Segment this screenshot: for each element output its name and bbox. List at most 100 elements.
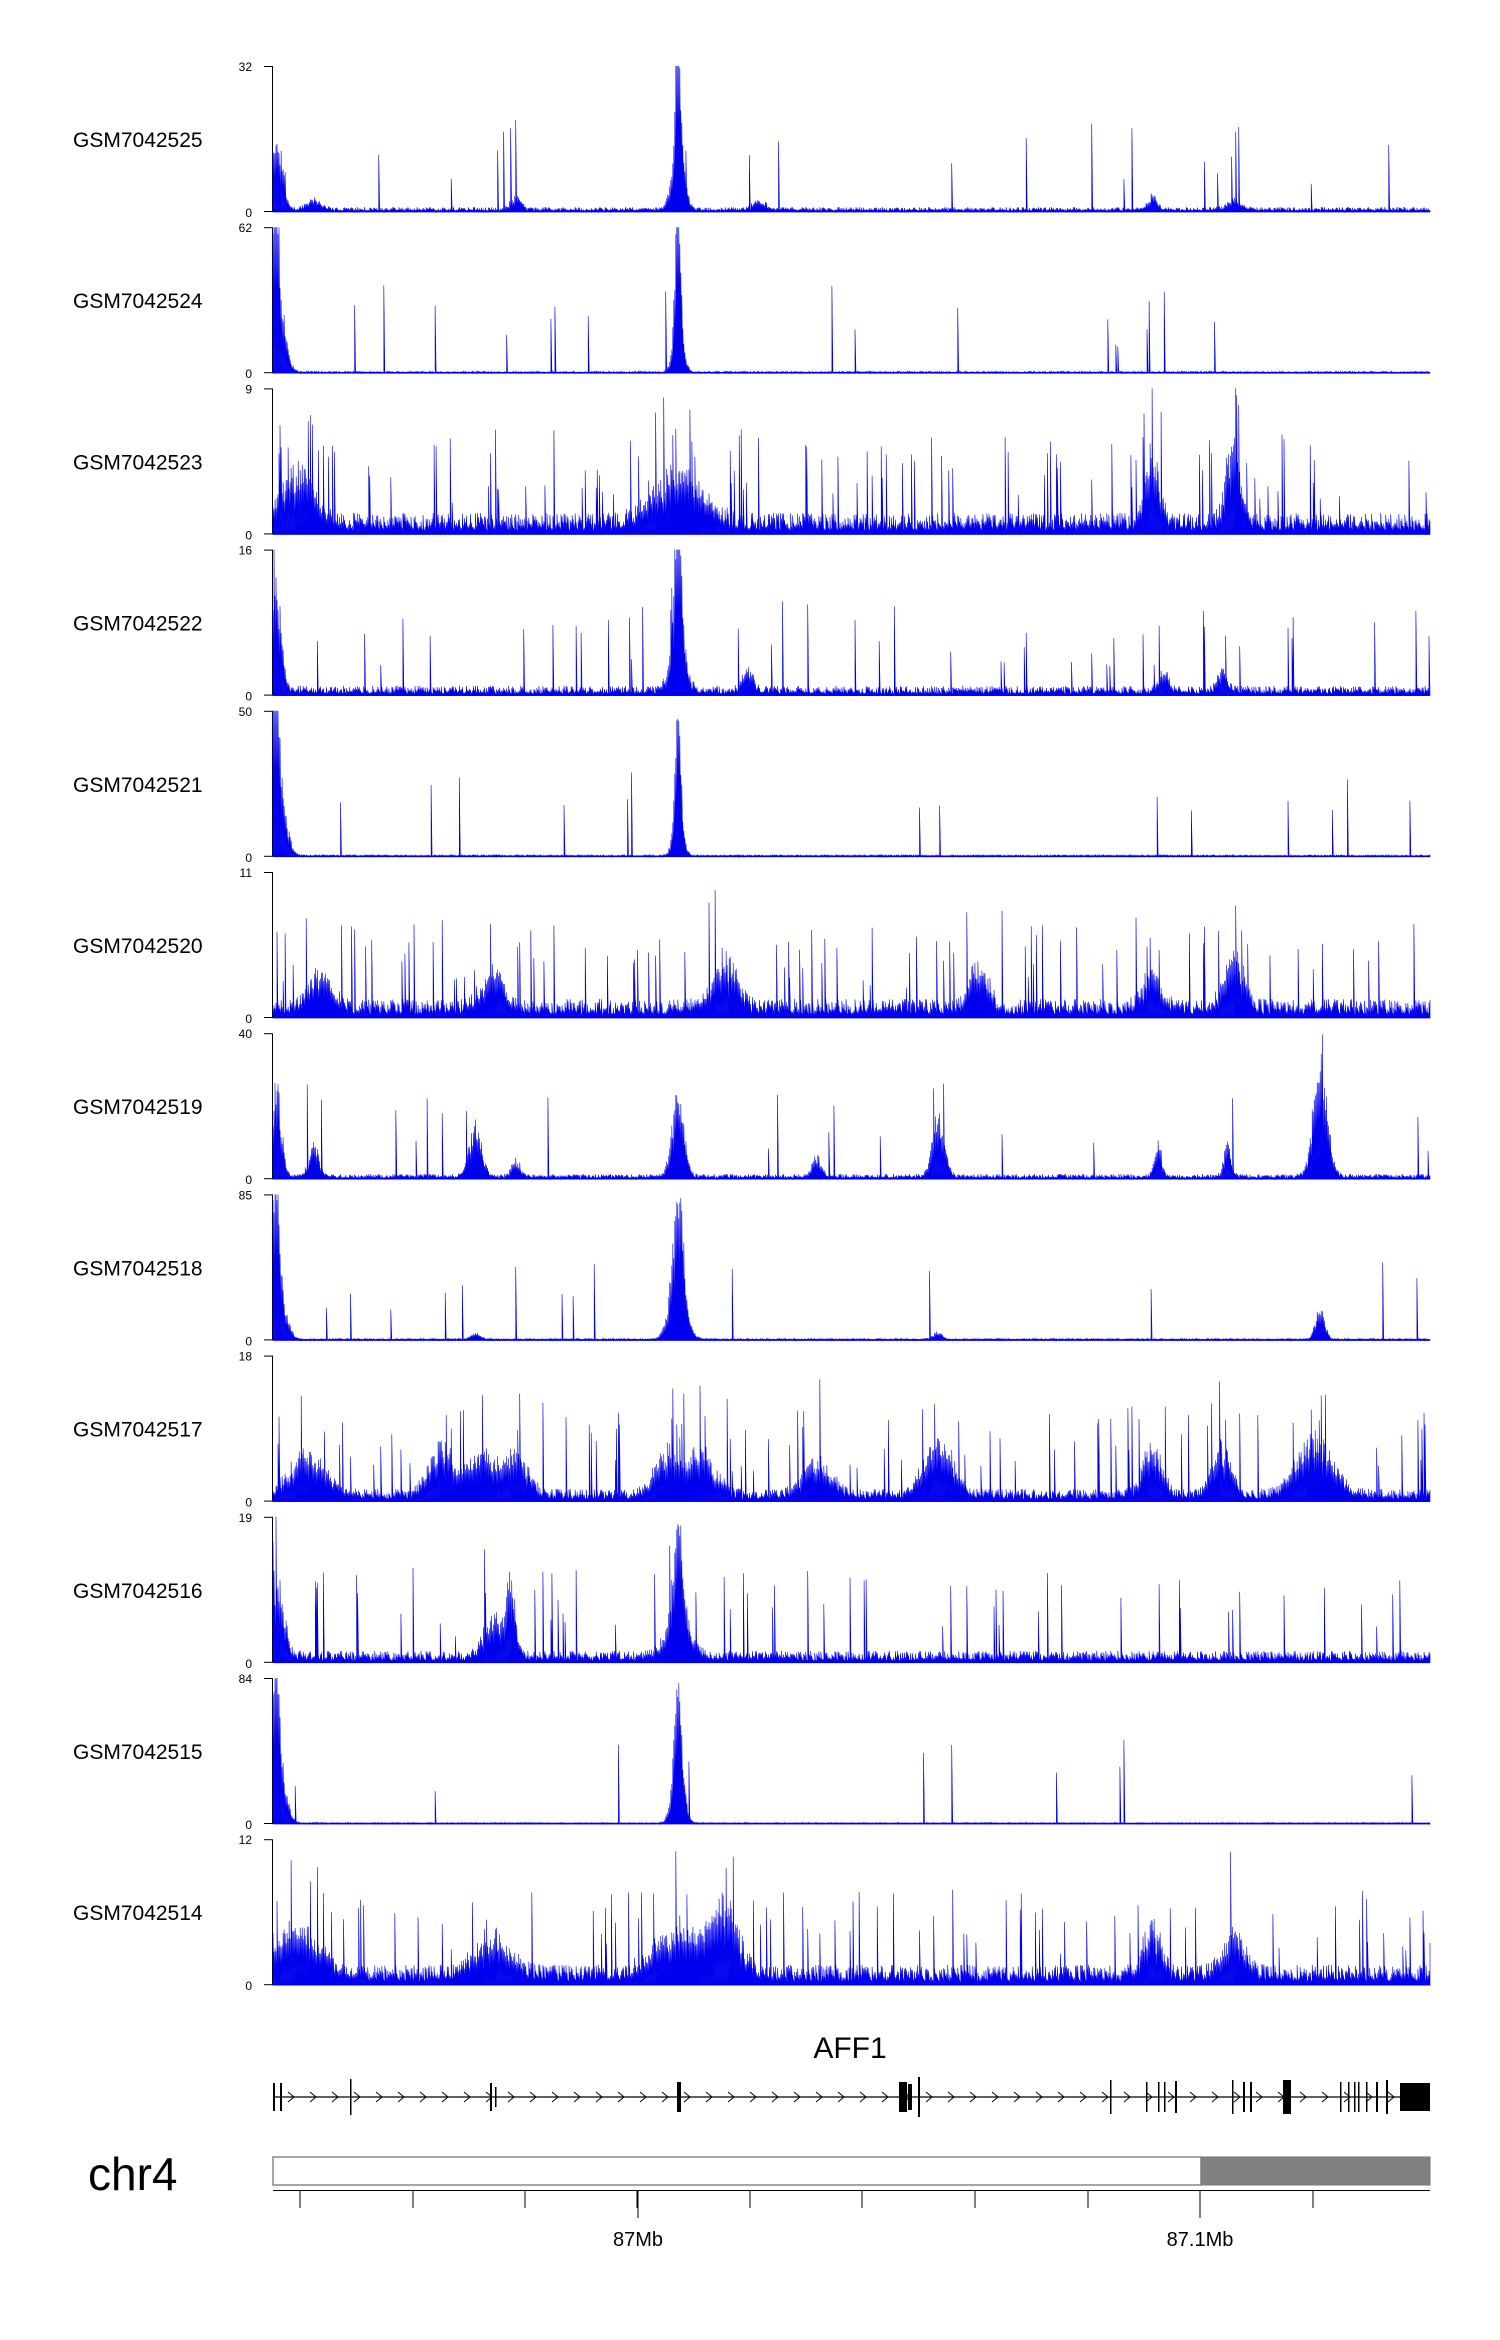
signal-area	[272, 388, 1431, 535]
exon	[1340, 2082, 1342, 2112]
strand-arrow	[749, 2091, 757, 2103]
exon	[1354, 2082, 1356, 2112]
strand-arrow	[925, 2091, 933, 2103]
strand-arrow	[1343, 2091, 1351, 2103]
y-max-label: 84	[239, 1672, 253, 1686]
track-label: GSM7042525	[73, 129, 203, 152]
y-min-label: 0	[245, 206, 252, 220]
strand-arrow	[859, 2091, 867, 2103]
track-label: GSM7042522	[73, 613, 203, 636]
track-GSM7042517: GSM7042517 18 0	[73, 1350, 1431, 1510]
strand-arrow	[771, 2091, 779, 2103]
y-min-label: 0	[245, 528, 252, 542]
y-max-label: 11	[240, 866, 253, 880]
track-label: GSM7042524	[73, 290, 203, 313]
exon	[1366, 2082, 1368, 2112]
strand-arrow	[683, 2091, 691, 2103]
y-min-label: 0	[245, 1012, 252, 1026]
strand-arrow	[793, 2091, 801, 2103]
track-label: GSM7042517	[73, 1419, 203, 1442]
chromosome-label: chr4	[88, 2148, 177, 2200]
track-GSM7042515: GSM7042515 84 0	[73, 1672, 1431, 1832]
y-max-label: 40	[239, 1027, 253, 1041]
strand-arrow	[1013, 2091, 1021, 2103]
track-GSM7042524: GSM7042524 62 0	[73, 221, 1431, 381]
signal-area	[272, 890, 1431, 1019]
strand-arrow	[529, 2091, 537, 2103]
strand-arrow	[815, 2091, 823, 2103]
strand-arrow	[551, 2091, 559, 2103]
strand-arrow	[969, 2091, 977, 2103]
strand-arrow	[617, 2091, 625, 2103]
exon	[1358, 2082, 1360, 2112]
exon	[1376, 2082, 1378, 2112]
strand-arrow	[309, 2091, 317, 2103]
signal-area	[272, 1677, 1431, 1826]
strand-arrow	[1233, 2091, 1241, 2103]
strand-arrow	[353, 2091, 361, 2103]
gene-track: AFF1	[273, 2032, 1430, 2117]
y-max-label: 62	[239, 221, 253, 235]
strand-arrow	[397, 2091, 405, 2103]
y-max-label: 19	[239, 1511, 253, 1525]
signal-area	[272, 227, 1431, 375]
track-GSM7042518: GSM7042518 85 0	[73, 1188, 1431, 1348]
y-max-label: 12	[239, 1833, 253, 1847]
strand-arrow	[1387, 2091, 1395, 2103]
signal-area	[272, 710, 1431, 858]
strand-arrow	[947, 2091, 955, 2103]
strand-arrow	[463, 2091, 471, 2103]
strand-arrow	[573, 2091, 581, 2103]
ideogram-band-light	[272, 2156, 1202, 2186]
strand-arrow	[441, 2091, 449, 2103]
strand-arrow	[1321, 2091, 1329, 2103]
y-max-label: 18	[239, 1350, 253, 1364]
track-label: GSM7042515	[73, 1741, 203, 1764]
exon	[1146, 2082, 1148, 2112]
strand-arrow	[1123, 2091, 1131, 2103]
track-GSM7042521: GSM7042521 50 0	[73, 705, 1431, 865]
strand-arrow	[507, 2091, 515, 2103]
signal-area	[272, 1034, 1431, 1181]
exon	[1232, 2080, 1234, 2114]
exon	[273, 2083, 275, 2111]
track-GSM7042522: GSM7042522 16 0	[73, 544, 1431, 704]
signal-area	[272, 1516, 1431, 1664]
strand-arrow	[1365, 2091, 1373, 2103]
exon	[495, 2087, 497, 2107]
strand-arrow	[1255, 2091, 1263, 2103]
exon	[1386, 2080, 1388, 2114]
track-GSM7042523: GSM7042523 9 0	[73, 382, 1431, 542]
track-GSM7042514: GSM7042514 12 0	[73, 1833, 1431, 1993]
exon	[1250, 2082, 1252, 2112]
y-max-label: 50	[239, 705, 253, 719]
y-min-label: 0	[245, 1334, 252, 1348]
signal-area	[272, 65, 1431, 214]
strand-arrow	[287, 2091, 295, 2103]
strand-arrow	[331, 2091, 339, 2103]
exon	[1283, 2080, 1291, 2114]
exon	[899, 2082, 907, 2112]
track-label: GSM7042518	[73, 1257, 203, 1280]
exon	[1158, 2082, 1160, 2112]
y-min-label: 0	[245, 367, 252, 381]
y-max-label: 16	[239, 544, 253, 558]
y-min-label: 0	[245, 1979, 252, 1993]
exon	[1348, 2082, 1350, 2112]
exon	[1175, 2081, 1177, 2113]
strand-arrow	[1057, 2091, 1065, 2103]
strand-arrow	[375, 2091, 383, 2103]
tick-label: 87Mb	[613, 2229, 663, 2251]
chromosome-ideogram: chr4	[88, 2148, 1431, 2200]
strand-arrow	[1211, 2091, 1219, 2103]
track-GSM7042525: GSM7042525 32 0	[73, 60, 1431, 220]
strand-arrow	[991, 2091, 999, 2103]
y-max-label: 32	[239, 60, 253, 74]
y-min-label: 0	[245, 1818, 252, 1832]
exon	[1164, 2082, 1166, 2112]
exon	[490, 2083, 492, 2111]
strand-arrow	[1101, 2091, 1109, 2103]
signal-area	[272, 1379, 1431, 1502]
tick-label: 87.1Mb	[1167, 2229, 1234, 2251]
